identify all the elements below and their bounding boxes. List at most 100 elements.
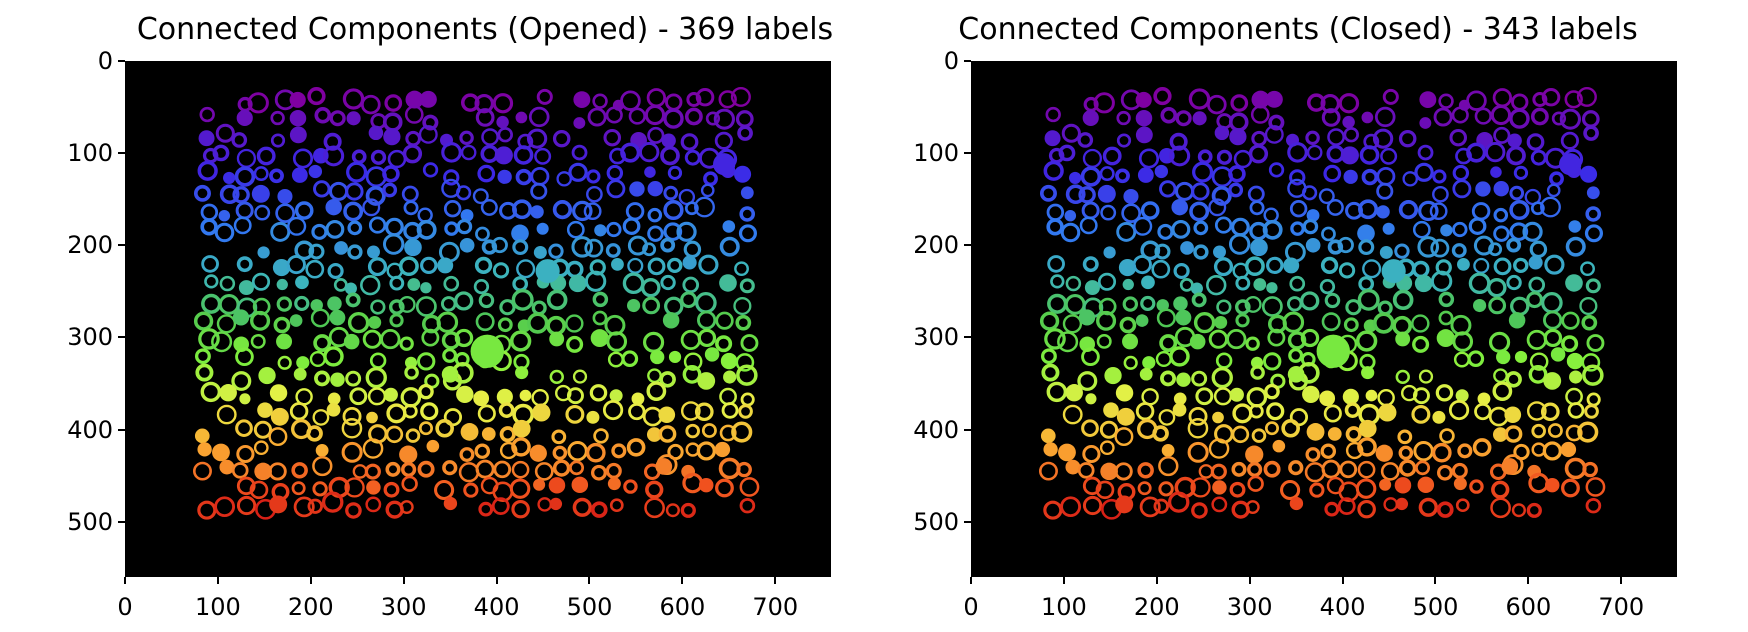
component-blob	[1300, 291, 1320, 311]
component-blob	[1506, 274, 1522, 291]
component-blob	[1451, 243, 1467, 258]
component-blob	[1245, 445, 1264, 464]
component-blob	[1140, 295, 1156, 311]
component-blob	[1211, 185, 1232, 206]
component-blob	[421, 328, 440, 347]
component-blob	[1208, 198, 1227, 217]
component-blob	[1244, 296, 1262, 313]
component-blob	[192, 461, 212, 481]
component-blob	[247, 92, 269, 114]
component-blob	[1206, 275, 1227, 296]
component-blob	[253, 440, 269, 456]
component-blob	[1190, 477, 1211, 498]
component-blob	[731, 421, 753, 443]
component-blob	[459, 447, 475, 462]
component-blob	[509, 478, 531, 499]
component-blob	[389, 313, 404, 328]
component-blob	[1229, 387, 1244, 402]
component-blob	[1531, 423, 1546, 439]
component-blob	[1338, 93, 1360, 114]
component-blob	[1078, 186, 1096, 204]
component-blob	[368, 216, 387, 234]
component-blob	[1547, 423, 1563, 438]
component-blob	[1580, 261, 1595, 277]
component-blob	[1095, 480, 1115, 500]
component-blob	[380, 329, 401, 350]
component-blob	[658, 425, 677, 443]
component-blob	[1473, 299, 1487, 313]
component-blob	[1039, 184, 1057, 202]
component-blob	[1159, 334, 1178, 352]
component-blob	[593, 428, 609, 444]
x-tick-label: 500	[566, 593, 613, 621]
component-blob	[1115, 384, 1134, 402]
component-blob	[1214, 125, 1230, 141]
component-blob	[1509, 185, 1525, 201]
component-blob	[572, 369, 588, 384]
component-blob	[573, 91, 591, 108]
x-tick-mark	[1155, 577, 1158, 584]
component-blob	[1173, 262, 1190, 280]
component-blob	[1047, 255, 1065, 273]
component-blob	[515, 366, 529, 380]
component-blob	[647, 126, 665, 144]
component-blob	[197, 442, 212, 457]
component-blob	[1435, 384, 1454, 402]
y-tick-mark	[118, 244, 125, 247]
component-blob	[383, 387, 398, 402]
component-blob	[1451, 462, 1468, 479]
y-tick-mark	[118, 520, 125, 523]
x-tick-mark	[1434, 577, 1437, 584]
y-tick-label: 300	[913, 323, 959, 352]
component-blob	[460, 423, 479, 441]
component-blob	[1412, 220, 1431, 239]
component-blob	[194, 428, 210, 444]
component-blob	[1139, 367, 1153, 381]
component-blob	[1173, 296, 1188, 311]
component-blob	[715, 311, 734, 330]
component-blob	[1187, 418, 1209, 439]
component-blob	[306, 425, 323, 442]
component-blob	[647, 257, 666, 276]
component-blob	[1529, 352, 1549, 371]
component-blob	[232, 186, 250, 204]
component-blob	[1206, 94, 1227, 115]
component-blob	[1069, 171, 1082, 185]
component-blob	[680, 291, 698, 309]
component-blob	[734, 165, 752, 183]
component-blob	[1140, 201, 1160, 220]
component-blob	[694, 196, 715, 218]
component-blob	[1307, 93, 1326, 112]
y-tick-mark	[964, 336, 971, 339]
component-blob	[370, 299, 386, 315]
labeled-components-image	[125, 61, 831, 577]
component-blob	[219, 275, 236, 292]
component-blob	[589, 259, 606, 276]
component-blob	[1160, 107, 1178, 124]
component-blob	[565, 404, 585, 424]
component-blob	[1394, 243, 1410, 259]
component-blob	[565, 314, 584, 333]
component-blob	[1104, 367, 1122, 385]
component-blob	[685, 423, 700, 439]
component-blob	[1132, 255, 1152, 275]
component-blob	[436, 311, 459, 333]
component-blob	[1530, 201, 1545, 216]
component-blob	[735, 353, 755, 372]
component-blob	[682, 365, 702, 384]
component-blob	[474, 256, 493, 274]
component-blob	[1418, 497, 1438, 517]
component-blob	[1229, 128, 1247, 146]
component-blob	[1506, 145, 1526, 166]
component-blob	[1244, 256, 1265, 277]
component-blob	[1195, 387, 1214, 406]
component-blob	[1452, 221, 1468, 238]
component-blob	[1264, 125, 1284, 144]
component-blob	[398, 256, 419, 277]
component-blob	[253, 420, 273, 439]
component-blob	[586, 410, 600, 424]
component-blob	[1114, 427, 1134, 446]
component-blob	[366, 480, 381, 495]
component-blob	[660, 237, 676, 253]
component-blob	[477, 404, 496, 423]
